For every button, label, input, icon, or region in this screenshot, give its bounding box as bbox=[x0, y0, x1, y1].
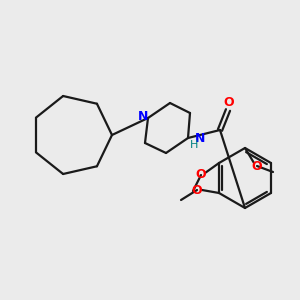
Text: H: H bbox=[190, 140, 198, 150]
Text: O: O bbox=[196, 169, 206, 182]
Text: O: O bbox=[192, 184, 202, 196]
Text: N: N bbox=[195, 131, 205, 145]
Text: N: N bbox=[138, 110, 148, 124]
Text: O: O bbox=[252, 160, 262, 172]
Text: O: O bbox=[224, 97, 234, 110]
